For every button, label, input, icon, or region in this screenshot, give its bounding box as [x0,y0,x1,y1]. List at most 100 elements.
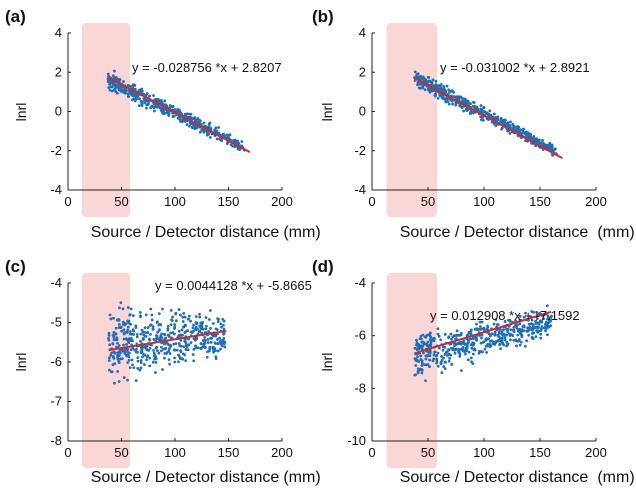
data-point [512,325,516,329]
data-point [492,340,496,344]
data-point [431,359,435,363]
data-point [155,105,159,109]
data-point [439,338,443,342]
y-axis-label: lnrl [13,103,29,122]
data-point [527,131,530,135]
data-point [117,380,121,383]
data-point [161,307,164,311]
data-point [539,336,543,340]
data-point [176,360,180,364]
y-tick-label: -4 [50,275,62,290]
data-point [114,75,118,79]
data-point [199,346,203,350]
data-point [512,127,515,130]
data-point [183,315,187,319]
data-point [501,341,504,345]
data-point [139,99,143,103]
data-point [499,347,503,350]
data-point [463,98,467,101]
data-point [437,334,441,338]
data-point [117,88,121,92]
data-point [155,334,159,338]
data-point [223,345,227,349]
data-point [417,347,421,351]
data-point [201,327,205,331]
data-point [151,327,155,331]
data-point [550,148,554,152]
data-point [206,350,209,354]
data-point [127,337,131,341]
data-point [157,351,161,355]
data-point [216,320,220,324]
data-point [472,337,475,341]
data-point [107,331,111,335]
data-point [113,87,117,91]
y-axis-label: lnrl [13,353,29,372]
highlight-band [386,273,437,468]
x-tick-label: 50 [114,445,128,460]
data-point [467,340,470,344]
data-point [108,88,112,92]
data-point [182,345,186,349]
data-point [506,343,510,347]
data-point [454,103,458,107]
data-point [455,333,459,337]
data-point [509,338,512,342]
x-axis-label: Source / Detector distance [91,469,280,486]
data-point [420,364,424,368]
data-point [220,341,224,345]
data-point [110,351,113,355]
data-point [183,331,187,334]
panel-label: (a) [5,7,26,26]
data-point [184,359,188,363]
data-point [199,342,203,345]
data-point [166,327,170,331]
data-point [167,343,171,347]
data-point [480,336,483,340]
data-point [117,344,121,347]
data-point [169,308,173,312]
data-point [496,115,500,119]
data-point [157,323,161,327]
data-point [143,98,147,102]
data-point [433,93,437,97]
data-point [188,115,192,119]
data-point [218,336,222,340]
data-point [522,329,526,333]
data-point [111,363,115,367]
x-tick-label: 200 [585,445,607,460]
data-point [469,330,473,334]
data-point [194,344,197,348]
data-point [486,324,489,328]
data-point [502,328,505,332]
data-point [444,360,447,364]
data-point [126,92,130,96]
data-point [123,349,127,353]
data-point [152,94,155,97]
data-point [546,317,549,321]
data-point [206,341,210,344]
data-point [178,117,182,121]
x-tick-label: 0 [368,194,375,209]
data-point [216,349,220,353]
data-point [497,339,501,342]
data-point [172,114,176,118]
data-point [544,329,547,333]
data-point [139,361,143,365]
data-point [192,337,196,341]
data-point [152,337,156,341]
data-point [509,328,513,332]
data-point [435,353,439,357]
data-point [480,333,484,337]
data-point [128,330,132,333]
data-point [436,327,440,331]
x-axis-label: Source / Detector distance [400,469,589,486]
data-point [127,321,131,325]
data-point [150,313,154,317]
data-point [469,112,472,116]
data-point [413,373,417,377]
data-point [161,368,164,371]
data-point [448,90,451,94]
data-point [152,105,156,109]
data-point [142,333,146,337]
